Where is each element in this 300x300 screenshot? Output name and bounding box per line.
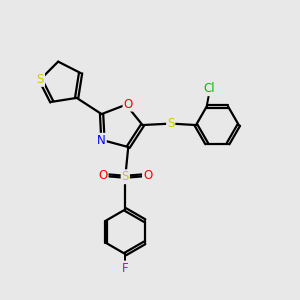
Text: S: S — [167, 117, 174, 130]
Text: S: S — [122, 170, 129, 183]
Text: O: O — [143, 169, 152, 182]
Text: F: F — [122, 262, 129, 275]
Text: N: N — [97, 134, 106, 147]
Text: O: O — [124, 98, 133, 111]
Text: O: O — [98, 169, 108, 182]
Text: Cl: Cl — [204, 82, 215, 95]
Text: S: S — [37, 73, 44, 86]
